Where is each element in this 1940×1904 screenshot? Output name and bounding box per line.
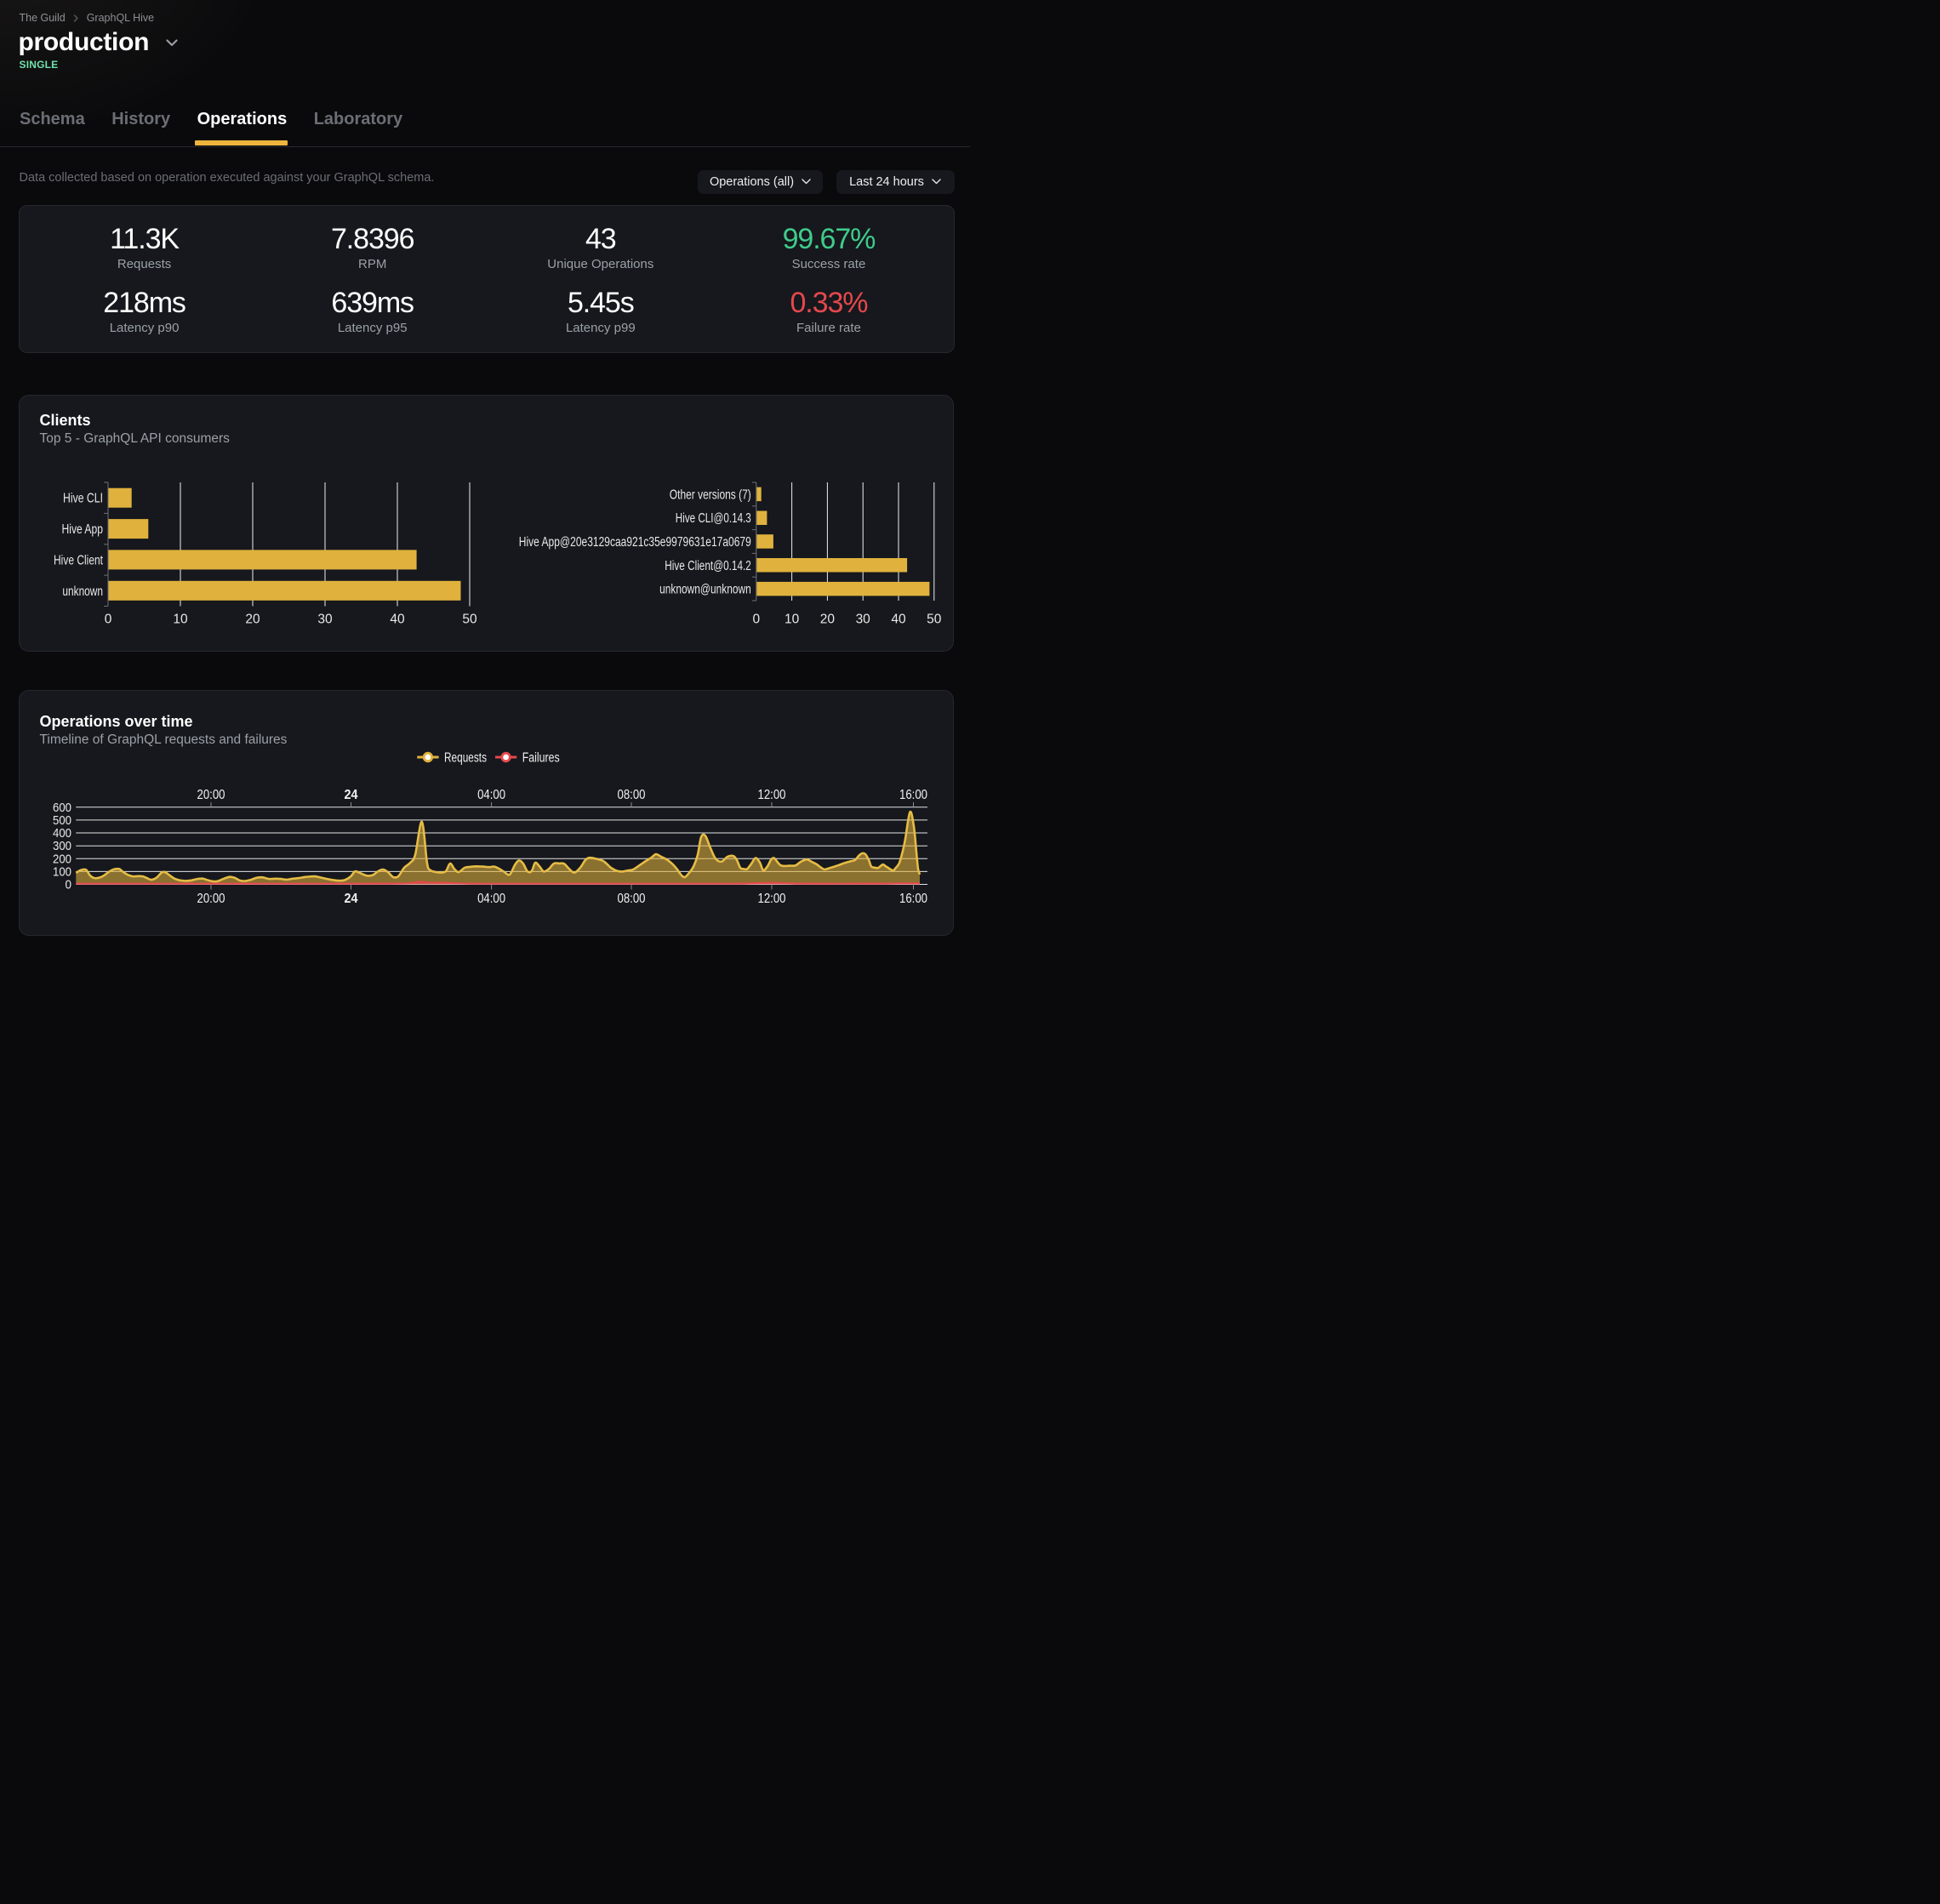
svg-text:Hive Client: Hive Client [54, 553, 104, 567]
svg-text:30: 30 [317, 613, 333, 627]
svg-text:12:00: 12:00 [758, 788, 786, 802]
svg-text:04:00: 04:00 [477, 892, 505, 906]
svg-text:100: 100 [53, 864, 71, 879]
svg-text:Failures: Failures [522, 751, 560, 766]
svg-text:500: 500 [53, 813, 71, 828]
svg-text:0: 0 [66, 878, 72, 892]
svg-text:08:00: 08:00 [618, 892, 646, 906]
svg-text:50: 50 [462, 613, 477, 627]
svg-text:400: 400 [53, 826, 71, 841]
svg-text:50: 50 [927, 613, 942, 627]
svg-text:600: 600 [53, 801, 71, 815]
svg-text:10: 10 [785, 613, 800, 627]
svg-text:0: 0 [105, 613, 112, 627]
svg-text:40: 40 [390, 613, 405, 627]
svg-text:Hive App: Hive App [62, 522, 104, 537]
svg-text:16:00: 16:00 [899, 892, 927, 906]
svg-text:Other versions (7): Other versions (7) [670, 487, 751, 502]
svg-text:300: 300 [53, 839, 71, 853]
svg-text:20: 20 [820, 613, 836, 627]
svg-text:20:00: 20:00 [197, 788, 225, 802]
svg-text:unknown: unknown [62, 584, 103, 599]
svg-text:30: 30 [856, 613, 871, 627]
svg-text:200: 200 [53, 852, 71, 866]
svg-text:20: 20 [245, 613, 260, 627]
svg-text:16:00: 16:00 [899, 788, 927, 802]
svg-text:40: 40 [891, 613, 906, 627]
svg-text:Hive CLI: Hive CLI [63, 492, 103, 506]
svg-text:10: 10 [173, 613, 188, 627]
svg-text:Hive Client@0.14.2: Hive Client@0.14.2 [665, 559, 751, 573]
svg-text:0: 0 [752, 613, 760, 627]
svg-text:unknown@unknown: unknown@unknown [659, 583, 751, 597]
svg-text:Hive App@20e3129caa921c35e9979: Hive App@20e3129caa921c35e9979631e17a067… [519, 535, 751, 550]
svg-text:Hive CLI@0.14.3: Hive CLI@0.14.3 [676, 511, 751, 526]
svg-text:20:00: 20:00 [197, 892, 225, 906]
svg-text:Requests: Requests [444, 751, 487, 766]
svg-text:08:00: 08:00 [618, 788, 646, 802]
svg-text:04:00: 04:00 [477, 788, 505, 802]
svg-text:24: 24 [345, 892, 358, 906]
svg-text:12:00: 12:00 [758, 892, 786, 906]
svg-text:24: 24 [345, 788, 358, 802]
